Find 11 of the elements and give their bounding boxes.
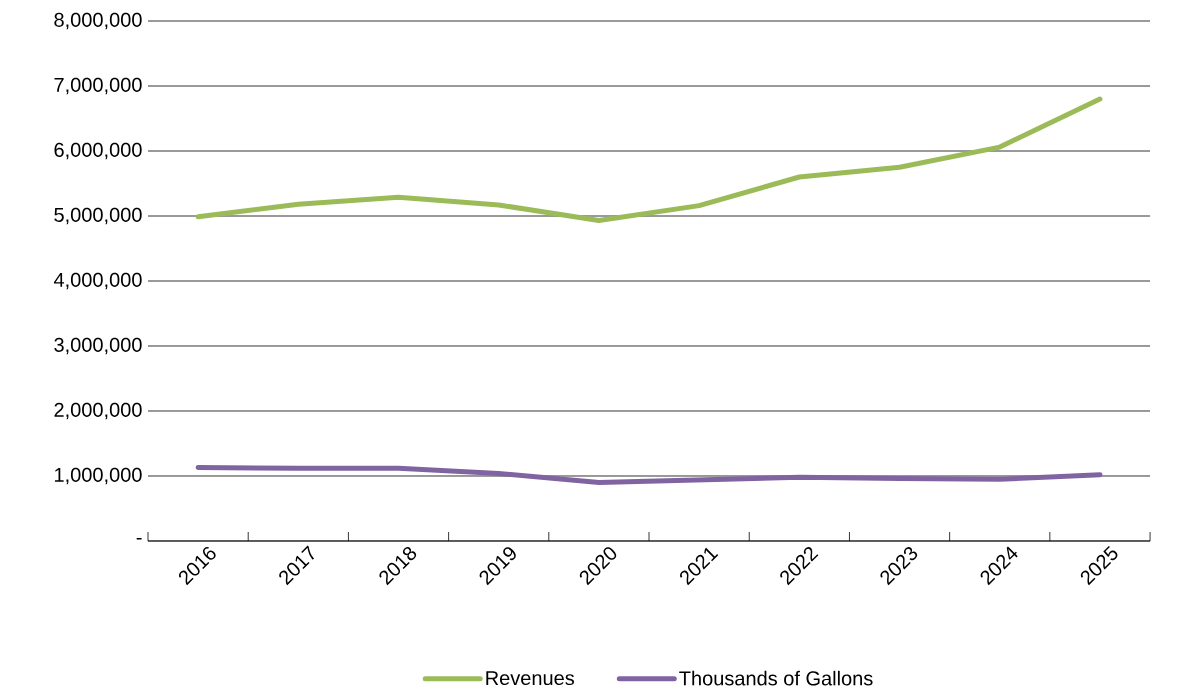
y-tick-label: 6,000,000 bbox=[54, 142, 142, 160]
legend-label: Thousands of Gallons bbox=[679, 670, 873, 686]
legend-label: Revenues bbox=[486, 671, 575, 686]
y-tick-label: 3,000,000 bbox=[54, 337, 142, 355]
y-tick-label: 1,000,000 bbox=[55, 467, 142, 485]
y-tick-label: 5,000,000 bbox=[54, 207, 142, 225]
y-tick-label: 8,000,000 bbox=[54, 12, 142, 30]
y-tick-label: 2,000,000 bbox=[54, 402, 142, 420]
y-tick-label: - bbox=[136, 537, 142, 540]
y-tick-label: 7,000,000 bbox=[54, 77, 142, 95]
y-tick-label: 4,000,000 bbox=[53, 272, 142, 290]
